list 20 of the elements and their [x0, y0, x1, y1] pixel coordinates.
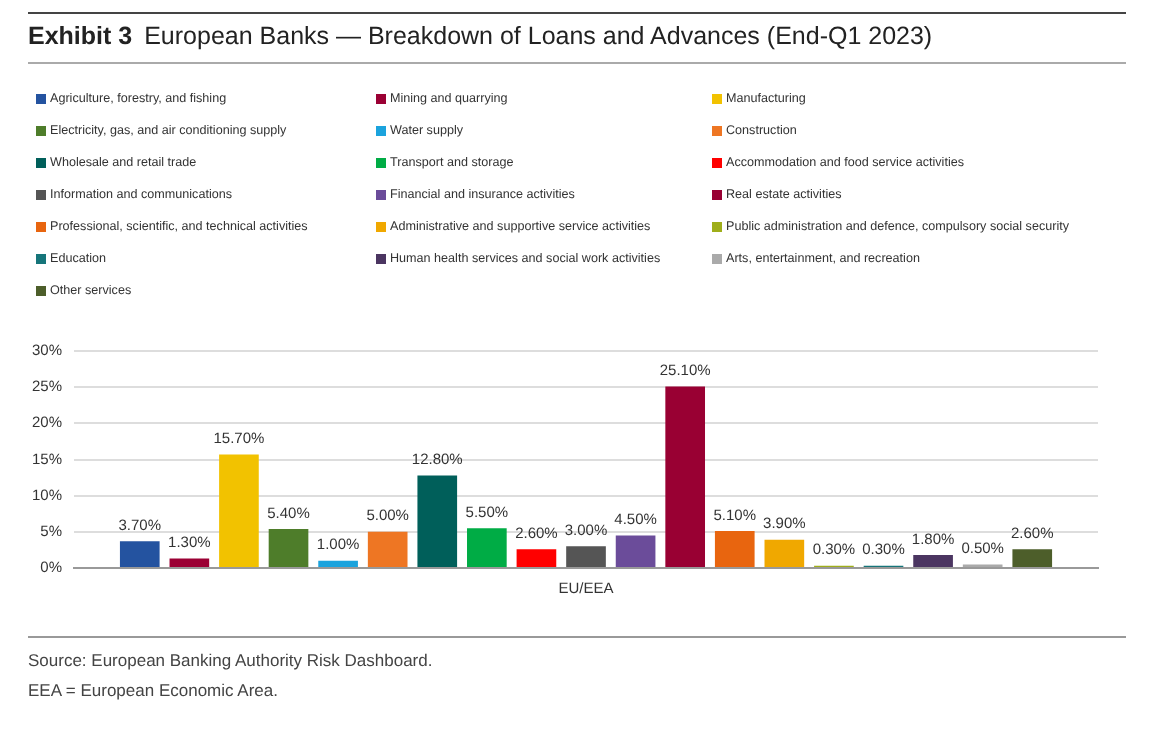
- bar: [219, 454, 259, 567]
- bar: [913, 554, 953, 567]
- bar: [764, 539, 805, 567]
- bar: [566, 546, 606, 567]
- bar: [665, 386, 706, 567]
- chart-title: Exhibit 3: [28, 22, 133, 50]
- bar: [268, 528, 309, 567]
- bar: [367, 531, 408, 567]
- bar: [714, 531, 755, 567]
- bar: [169, 558, 210, 567]
- text: EEA = European Economic Area.: [28, 678, 280, 704]
- bar: [318, 560, 358, 567]
- bar: [119, 541, 160, 567]
- bar: [467, 528, 507, 567]
- bar: [615, 535, 656, 567]
- bar: [516, 549, 557, 567]
- source-note: Source: European Banking Authority Risk Dashboard.: [28, 648, 435, 674]
- bar: [1012, 549, 1053, 567]
- chart-subtitle: European Banks — Breakdown of Loans and Advances (End-Q1 2023): [144, 22, 933, 50]
- bar: [417, 475, 458, 567]
